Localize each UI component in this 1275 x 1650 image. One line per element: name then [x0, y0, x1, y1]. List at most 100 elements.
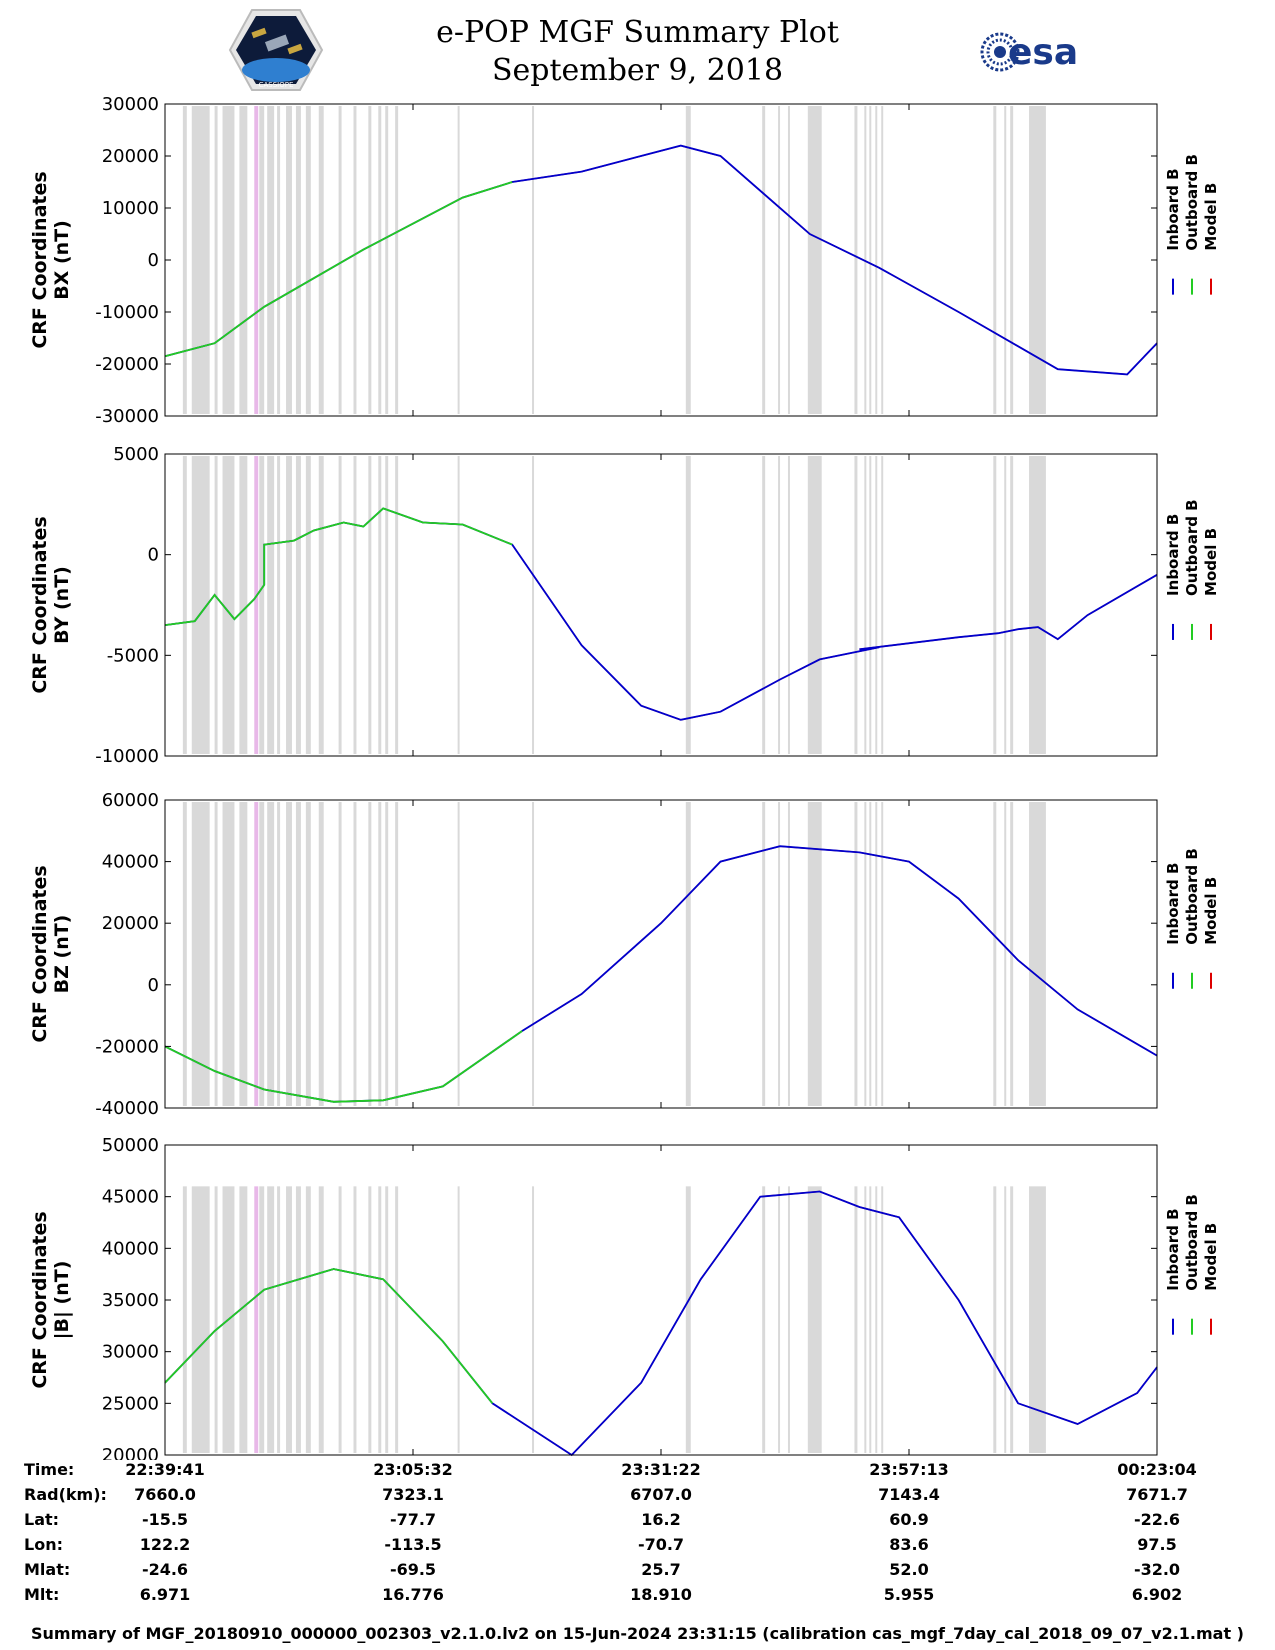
data-gap-band [532, 456, 535, 754]
y-axis-label: CRF Coordinates [29, 865, 51, 1042]
data-gap-band [993, 802, 997, 1106]
y-tick-label: 0 [148, 250, 159, 271]
outboard-b-line [164, 181, 513, 358]
table-cell: -113.5 [384, 1535, 442, 1554]
data-gap-band [286, 106, 292, 414]
table-cell: 18.910 [630, 1585, 692, 1604]
data-gap-band [305, 1186, 311, 1453]
legend-label: Outboard B [1183, 848, 1201, 945]
data-gap-band [875, 802, 878, 1106]
y-tick-label: 35000 [102, 1290, 159, 1311]
data-gap-band [259, 1186, 265, 1453]
legend-label: Outboard B [1183, 154, 1201, 251]
y-tick-label: 30000 [102, 1342, 159, 1363]
data-gap-band [881, 456, 884, 754]
data-gap-band [1010, 456, 1014, 754]
data-gap-band [875, 456, 878, 754]
data-gap-band [787, 456, 790, 754]
data-gap-band [762, 802, 766, 1106]
legend-label: Model B [1202, 1223, 1220, 1291]
data-gap-band [685, 456, 691, 754]
inboard-b-line [164, 1190, 1158, 1457]
y-tick-label: 40000 [102, 852, 159, 873]
data-gap-band [191, 802, 210, 1106]
data-gap-band [239, 802, 248, 1106]
data-gap-band [1004, 802, 1007, 1106]
inboard-b-line [164, 845, 1158, 1103]
y-tick-label: 20000 [102, 146, 159, 167]
y-axis-label: CRF Coordinates [29, 516, 51, 693]
legend-label: Inboard B [1164, 514, 1182, 596]
table-cell: 6707.0 [630, 1485, 692, 1504]
table-row-label: Lat: [24, 1510, 60, 1529]
data-gap-band [869, 456, 872, 754]
data-gap-band [854, 802, 858, 1106]
table-cell: 16.776 [382, 1585, 444, 1604]
table-cell: 7671.7 [1126, 1485, 1188, 1504]
data-gap-band [305, 106, 311, 414]
data-gap-band [395, 106, 399, 414]
table-row-label: Lon: [24, 1535, 63, 1554]
data-gap-band [864, 106, 867, 414]
data-gap-band [1029, 1186, 1046, 1453]
data-gap-band [778, 456, 781, 754]
esa-logo-text: esa [1008, 32, 1078, 73]
data-gap-band [875, 106, 878, 414]
y-axis-label: BX (nT) [51, 220, 73, 300]
data-gap-band [295, 1186, 301, 1453]
data-gap-band [368, 802, 372, 1106]
data-gap-band [762, 1186, 766, 1453]
inboard-b-line [164, 144, 1158, 376]
legend-label: Outboard B [1183, 1194, 1201, 1291]
panel-frame [164, 1144, 1158, 1456]
data-gap-band [239, 106, 248, 414]
data-gap-band [1010, 1186, 1014, 1453]
legend-label: Inboard B [1164, 1208, 1182, 1290]
data-gap-band [239, 1186, 248, 1453]
data-gap-band [787, 106, 790, 414]
data-gap-band [869, 802, 872, 1106]
data-gap-band [778, 1186, 781, 1453]
data-gap-band [457, 456, 460, 754]
data-gap-band [864, 456, 867, 754]
table-cell: -32.0 [1133, 1560, 1181, 1579]
legend-label: Outboard B [1183, 499, 1201, 596]
summary-plot: -30000 -20000 -10000 0 10000 20000 30000 CRF Co… [29, 94, 1220, 1460]
data-gap-band [353, 802, 357, 1106]
data-gap-band [338, 802, 342, 1106]
svg-text:CASSIOPE: CASSIOPE [259, 81, 294, 89]
data-gap-band [368, 456, 372, 754]
data-gap-band [869, 1186, 872, 1453]
data-gap-band [286, 456, 292, 754]
cassiope-mission-logo: CASSIOPE [228, 9, 324, 91]
data-gap-band [532, 802, 535, 1106]
data-gap-band [993, 1186, 997, 1453]
y-tick-label: -40000 [95, 1098, 159, 1119]
table-cell: 97.5 [1137, 1535, 1177, 1554]
y-axis-label: |B| (nT) [51, 1261, 73, 1340]
table-cell: 7323.1 [382, 1485, 444, 1504]
data-gap-band [191, 456, 210, 754]
special-gap-band [254, 456, 259, 754]
y-tick-label: 50000 [102, 1135, 159, 1156]
data-gap-band [807, 456, 822, 754]
model-b-line [164, 1190, 1158, 1456]
y-tick-label: -20000 [95, 1036, 159, 1057]
table-cell: 6.971 [139, 1585, 191, 1604]
data-gap-band [807, 1186, 822, 1453]
y-tick-label: 25000 [102, 1393, 159, 1414]
table-cell: 52.0 [889, 1560, 929, 1579]
data-gap-band [191, 106, 210, 414]
table-cell: 25.7 [641, 1560, 681, 1579]
data-gap-band [1010, 106, 1014, 414]
data-gap-band [182, 106, 187, 414]
table-cell: 5.955 [883, 1585, 935, 1604]
data-gap-band [881, 802, 884, 1106]
table-cell: 122.2 [139, 1535, 191, 1554]
y-tick-label: -20000 [95, 354, 159, 375]
data-gap-band [368, 106, 372, 414]
panel-frame [164, 453, 1158, 757]
table-row-label: Mlt: [24, 1585, 60, 1604]
table-cell: -15.5 [141, 1510, 189, 1529]
y-tick-label: -10000 [95, 302, 159, 323]
